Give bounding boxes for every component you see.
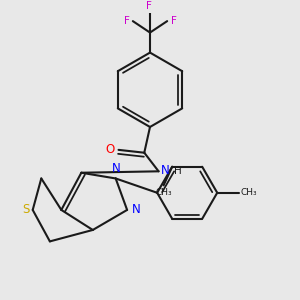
Text: N: N (112, 162, 121, 175)
Text: CH₃: CH₃ (155, 188, 172, 196)
Text: H: H (174, 166, 182, 176)
Text: N: N (131, 203, 140, 216)
Text: F: F (171, 16, 176, 26)
Text: F: F (124, 16, 129, 26)
Text: CH₃: CH₃ (240, 188, 257, 197)
Text: N: N (161, 164, 170, 177)
Text: O: O (106, 143, 115, 156)
Text: S: S (22, 203, 29, 216)
Text: F: F (146, 1, 152, 11)
